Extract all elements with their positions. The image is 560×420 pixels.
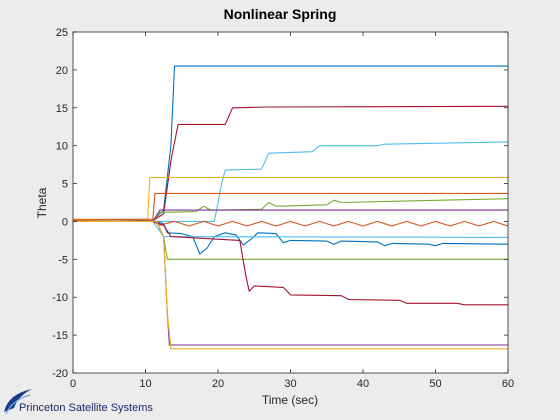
series-line-10 [73, 220, 509, 227]
x-tick-label: 30 [284, 378, 296, 390]
series-line-5 [72, 192, 508, 221]
y-tick-label: -5 [58, 254, 68, 266]
y-tick-label: 15 [56, 103, 68, 115]
x-tick-label: 60 [502, 378, 514, 390]
y-tick-label: 25 [56, 27, 68, 39]
y-axis-label: Theta [35, 187, 49, 218]
x-tick-label: 20 [212, 378, 224, 390]
series-line-3 [73, 141, 509, 222]
x-tick-label: 10 [139, 378, 151, 390]
y-tick-label: 0 [62, 216, 68, 228]
series-line-8 [73, 220, 509, 255]
ticks-group: 0 10 20 30 40 50 60 -20 -15 -10 -5 0 5 10 15 20 25 [52, 27, 514, 390]
y-tick-label: -15 [52, 330, 68, 342]
series-line-14 [73, 220, 508, 350]
y-tick-label: 10 [56, 141, 68, 153]
x-tick-label: 40 [357, 378, 369, 390]
chart-title: Nonlinear Spring [224, 6, 337, 22]
y-tick-label: -10 [52, 292, 68, 304]
x-tick-label: 50 [429, 378, 441, 390]
logo-arc-icon [5, 394, 31, 415]
series-line-2 [72, 105, 509, 222]
y-tick-label: -20 [52, 368, 68, 380]
plot-area [73, 32, 508, 373]
x-tick-label: 0 [70, 378, 76, 390]
series-line-6 [73, 198, 509, 222]
x-axis-label: Time (sec) [262, 393, 318, 407]
logo-text: Princeton Satellite Systems [19, 402, 153, 414]
series-line-12 [73, 220, 508, 306]
company-logo: Princeton Satellite Systems [4, 389, 153, 415]
series-group [72, 65, 509, 350]
y-tick-label: 20 [56, 65, 68, 77]
y-tick-label: 5 [62, 179, 68, 191]
